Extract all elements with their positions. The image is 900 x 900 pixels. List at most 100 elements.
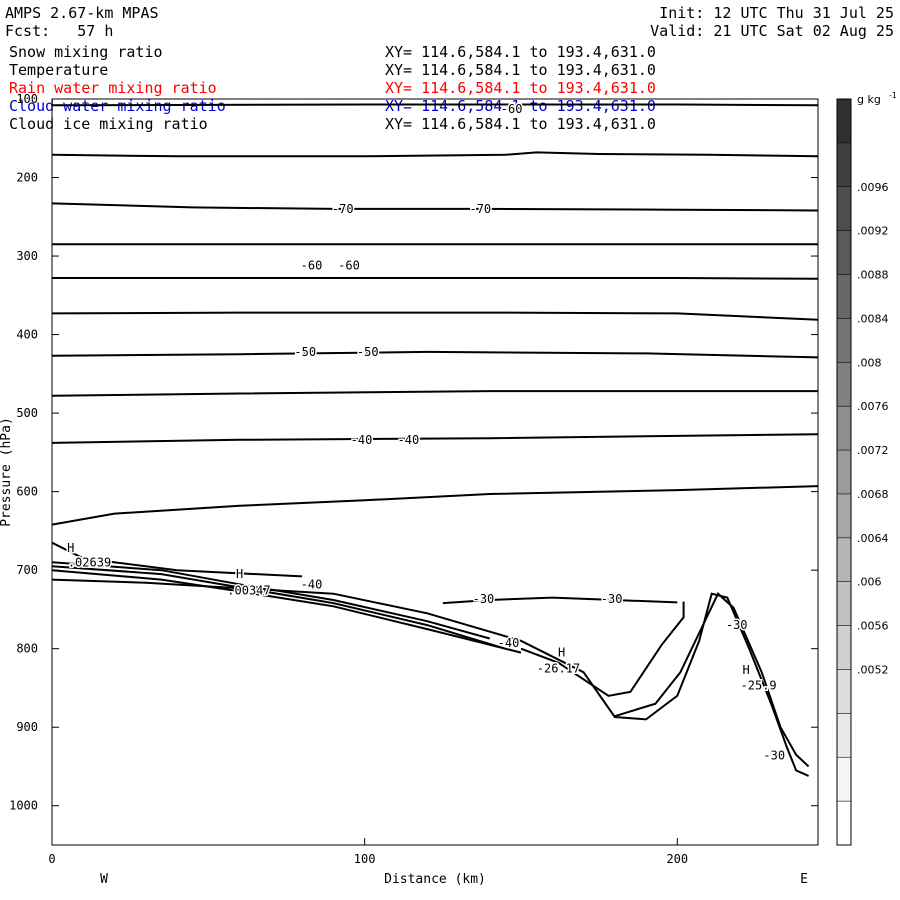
isotherm-contour (614, 592, 810, 768)
isotherm-contour (51, 561, 490, 640)
y-tick-label: 400 (16, 328, 38, 342)
colorbar-frame (836, 98, 852, 846)
colorbar-label: .0064 (857, 532, 889, 545)
y-tick-label: 700 (16, 563, 38, 577)
colorbar-label: .008 (857, 356, 882, 369)
colorbar-unit: g kg (857, 93, 881, 106)
y-tick-label: 100 (16, 92, 38, 106)
isotherm-contour (520, 601, 685, 697)
contour-label: -30 (763, 748, 785, 762)
colorbar-label: .0096 (857, 181, 889, 194)
contour-label: -60 (338, 258, 360, 272)
y-tick-label: 300 (16, 249, 38, 263)
contour-label: H (558, 646, 565, 660)
y-tick-label: 900 (16, 720, 38, 734)
layer-name: Snow mixing ratio (9, 43, 163, 61)
colorbar-swatch (837, 99, 851, 143)
isotherm-contour (52, 277, 819, 280)
colorbar-label: .0052 (857, 663, 889, 676)
contour-label: -40 (351, 433, 373, 447)
colorbar-swatch (837, 713, 851, 758)
contour-label: -26.17 (537, 661, 580, 675)
y-tick-label: 200 (16, 171, 38, 185)
contour-label: -60 (301, 258, 323, 272)
contour-label: .00347 (227, 584, 270, 598)
y-tick-label: 600 (16, 485, 38, 499)
contour-label: -70 (332, 202, 354, 216)
contour-label: H (742, 663, 749, 677)
layer-name: Temperature (9, 61, 109, 79)
layer-xy: XY= 114.6,584.1 to 193.4,631.0 (385, 43, 656, 61)
isotherm-contour (51, 350, 819, 359)
layer-xy: XY= 114.6,584.1 to 193.4,631.0 (385, 97, 656, 115)
x-tick-label: 200 (666, 852, 688, 866)
colorbar-swatch (837, 318, 851, 363)
plot-frame (51, 98, 819, 846)
layer-name: Rain water mixing ratio (9, 79, 217, 97)
colorbar-unit-exponent: -1 (889, 91, 897, 100)
layer-xy: XY= 114.6,584.1 to 193.4,631.0 (385, 61, 656, 79)
colorbar-label: .0084 (857, 312, 889, 325)
contour-label: -30 (726, 618, 748, 632)
colorbar-swatch (837, 625, 851, 670)
colorbar-swatch (837, 537, 851, 582)
contour-label: -30 (473, 592, 495, 606)
forecast-hour: Fcst: 57 h (5, 22, 114, 40)
isotherm-contour (51, 578, 810, 777)
isotherm-contour (51, 541, 303, 578)
contour-label: -30 (601, 592, 623, 606)
colorbar-label: .0068 (857, 488, 889, 501)
colorbar-swatch (837, 669, 851, 714)
colorbar-swatch (837, 274, 851, 319)
isotherm-contour (51, 390, 818, 397)
isotherm-contour (442, 596, 678, 605)
colorbar-swatch (837, 801, 851, 845)
contour-label: -25.9 (741, 679, 777, 693)
contour-label: -40 (398, 433, 420, 447)
x-axis-title: Distance (km) (384, 872, 486, 887)
layer-xy: XY= 114.6,584.1 to 193.4,631.0 (385, 115, 656, 133)
colorbar-swatch (837, 186, 851, 231)
contour-label: H (67, 541, 74, 555)
init-time: Init: 12 UTC Thu 31 Jul 25 (659, 4, 894, 22)
x-tick-label: 100 (354, 852, 376, 866)
colorbar-label: .0092 (857, 225, 889, 238)
isotherm-contour (51, 569, 522, 654)
contour-label: -70 (469, 202, 491, 216)
x-tick-label: 0 (48, 852, 55, 866)
valid-time: Valid: 21 UTC Sat 02 Aug 25 (650, 22, 894, 40)
colorbar-label: .0076 (857, 400, 889, 413)
colorbar-swatch (837, 362, 851, 407)
colorbar-swatch (837, 493, 851, 538)
layer-name: Cloud ice mixing ratio (9, 115, 208, 133)
isotherm-contour (51, 485, 819, 526)
contour-label: -40 (498, 636, 520, 650)
isotherm-contour (51, 433, 819, 444)
contour-label: -60 (501, 102, 523, 116)
contour-label: .02639 (68, 555, 111, 569)
colorbar-label: .0088 (857, 269, 889, 282)
layer-xy: XY= 114.6,584.1 to 193.4,631.0 (385, 79, 656, 97)
isotherm-contour (51, 151, 819, 158)
colorbar-swatch (837, 450, 851, 494)
y-tick-label: 500 (16, 406, 38, 420)
colorbar-swatch (837, 581, 851, 626)
contour-label: -50 (357, 345, 379, 359)
y-tick-label: 800 (16, 642, 38, 656)
isotherm-contour (51, 103, 819, 107)
colorbar-label: .0072 (857, 444, 889, 457)
model-title: AMPS 2.67-km MPAS (5, 4, 159, 22)
y-tick-label: 1000 (9, 799, 38, 813)
colorbar-label: .006 (857, 576, 882, 589)
isotherm-contour (51, 565, 506, 650)
colorbar-swatch (837, 406, 851, 451)
isotherm-contour (51, 311, 819, 321)
isotherm-contour (51, 202, 819, 212)
west-label: W (100, 872, 108, 887)
colorbar-label: .0056 (857, 620, 889, 633)
contour-label: -40 (301, 577, 323, 591)
colorbar-swatch (837, 230, 851, 275)
y-axis-title: Pressure (hPa) (0, 417, 14, 527)
contour-label: -50 (294, 345, 316, 359)
